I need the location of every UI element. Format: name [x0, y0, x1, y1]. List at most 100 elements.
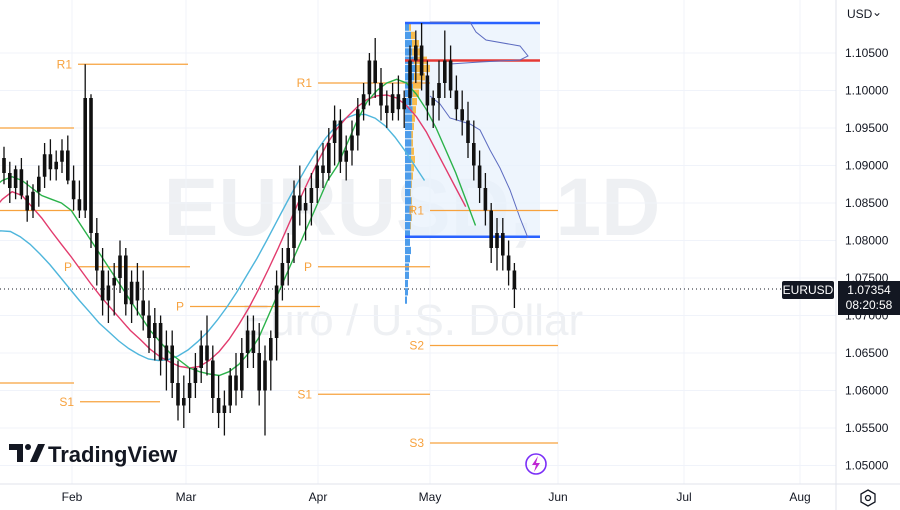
candle-body [379, 83, 383, 106]
candle-body [280, 263, 285, 286]
candle-body [60, 150, 64, 162]
vp-bar-up [405, 271, 409, 279]
pivot-label: R1 [297, 76, 313, 90]
candle-body [332, 120, 337, 143]
vp-bar-down [410, 222, 411, 230]
candle-body [402, 98, 406, 110]
candle-body [501, 233, 505, 256]
vp-bar-up [405, 122, 413, 131]
candle-body [396, 94, 401, 110]
candle-body [42, 154, 47, 177]
candle-body [344, 150, 348, 162]
candle-body [425, 75, 430, 106]
settings-icon[interactable] [860, 489, 876, 507]
pivot-label: P [64, 260, 72, 274]
candle-body [182, 398, 186, 406]
vp-value-area-low [429, 95, 529, 239]
candle-body [205, 345, 209, 361]
candle-body [170, 345, 174, 383]
candle-body [472, 143, 476, 166]
vp-bar-down [412, 114, 415, 122]
candle-body [95, 233, 99, 271]
x-tick-label: Aug [789, 490, 810, 504]
y-tick-label: 1.06500 [845, 346, 889, 360]
y-tick-label: 1.10000 [845, 84, 889, 98]
candle-body [176, 383, 180, 406]
y-axis[interactable]: USD ⌄ 1.10500 1.10000 1.09500 1.09000 1.0850… [835, 0, 889, 510]
vp-bar-down [411, 172, 413, 180]
pivot-label: P [304, 260, 312, 274]
candle-body [234, 375, 238, 391]
candle-body [327, 143, 331, 173]
candle-body [112, 278, 116, 286]
vp-bar-up [405, 180, 412, 188]
vp-value-area-high [430, 21, 529, 65]
lightning-icon[interactable] [525, 453, 547, 475]
vp-bar-up [405, 23, 410, 31]
candle-body [483, 188, 488, 211]
candles[interactable] [2, 23, 517, 436]
vp-bar-up [405, 48, 413, 56]
candle-body [187, 383, 192, 398]
currency-selector[interactable]: USD [847, 7, 873, 21]
vp-bar-down [411, 197, 412, 205]
y-tick-label: 1.05500 [845, 421, 889, 435]
vp-bar-up [405, 197, 412, 205]
candle-body [193, 368, 198, 383]
candle-body [512, 270, 517, 290]
pivot-label: S1 [59, 395, 74, 409]
vp-bar-up [405, 147, 412, 155]
vp-bar-up [405, 31, 411, 40]
x-axis[interactable]: Feb Mar Apr May Jun Jul Aug [0, 483, 900, 507]
vp-bar-down [411, 213, 412, 222]
candle-body [448, 60, 453, 91]
vp-bar-up [405, 246, 411, 255]
vp-bar-up [405, 172, 412, 180]
x-tick-label: Apr [309, 490, 328, 504]
watermark-name: Euro / U.S. Dollar [241, 296, 583, 345]
candle-body [2, 158, 6, 173]
candle-body [37, 176, 41, 192]
candle-body [118, 255, 122, 278]
vp-bar-up [405, 164, 412, 172]
pivot-label: S2 [409, 339, 424, 353]
vp-bar-down [414, 73, 425, 81]
candle-body [8, 173, 12, 188]
y-tick-label: 1.08500 [845, 196, 889, 210]
candle-body [274, 285, 279, 338]
candle-body [385, 105, 389, 113]
candle-body [89, 98, 93, 233]
volume-profile[interactable] [405, 21, 540, 304]
y-tick-label: 1.08000 [845, 234, 889, 248]
candle-body [129, 281, 134, 305]
vp-bar-down [411, 164, 414, 172]
candle-body [269, 338, 273, 361]
candle-body [54, 161, 58, 170]
ma-slow-line [0, 113, 426, 362]
candle-body [292, 195, 296, 248]
candle-body [31, 191, 35, 211]
vp-bar-up [405, 213, 412, 222]
candle-body [66, 150, 70, 181]
candle-body [25, 195, 29, 211]
candle-body [356, 109, 360, 136]
candle-body [13, 169, 18, 188]
vp-bar-up [405, 296, 407, 304]
x-tick-label: Jun [548, 490, 567, 504]
x-tick-label: Mar [176, 490, 197, 504]
price-tag-price: 1.07354 [847, 283, 891, 297]
candle-body [77, 199, 82, 211]
candle-body [216, 398, 221, 413]
vp-bar-down [411, 205, 413, 213]
candle-body [158, 323, 163, 361]
candle-body [263, 360, 267, 391]
candle-body [489, 210, 493, 248]
vp-bar-up [405, 230, 410, 238]
chevron-down-icon[interactable]: ⌄ [872, 5, 882, 19]
candle-body [443, 60, 447, 83]
candle-body [286, 248, 290, 263]
candle-body [141, 300, 145, 316]
candle-body [361, 94, 366, 110]
